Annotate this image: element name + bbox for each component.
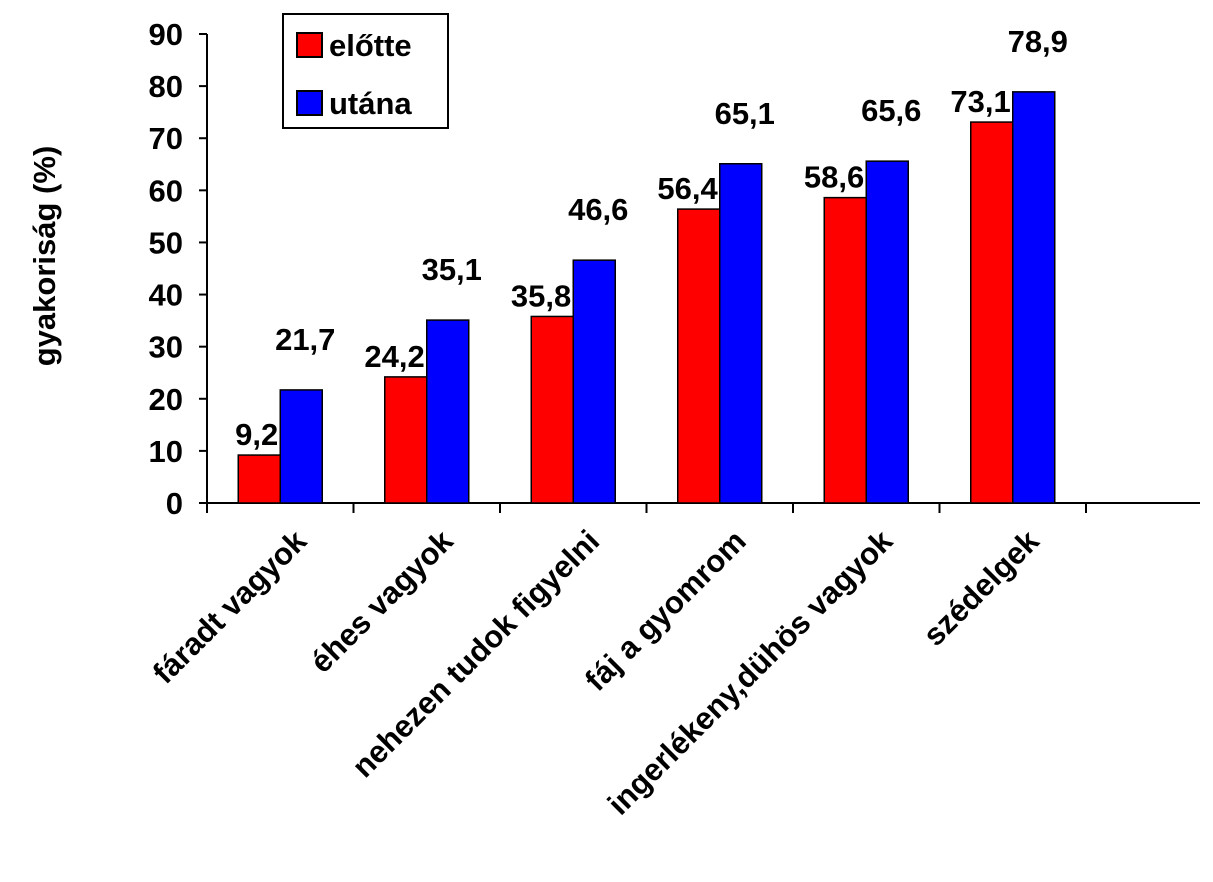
legend-swatch-elotte <box>296 32 323 58</box>
data-label: 73,1 <box>950 84 1010 119</box>
legend-label-utana: utána <box>329 86 412 121</box>
data-label: 78,9 <box>1008 24 1068 59</box>
y-tick-label: 70 <box>149 121 183 156</box>
bar-utana <box>865 160 909 504</box>
legend-label-elotte: előtte <box>329 28 412 63</box>
bar-utana <box>572 259 616 504</box>
y-tick-label: 90 <box>149 17 183 52</box>
category-label: szédelgek <box>916 523 1046 653</box>
y-tick-label: 20 <box>149 382 183 417</box>
bars <box>237 91 1056 504</box>
data-label: 35,8 <box>511 278 571 313</box>
y-tick-label: 60 <box>149 173 183 208</box>
data-label: 21,7 <box>275 322 335 357</box>
bar-utana <box>279 389 323 504</box>
bar-utana <box>1012 91 1056 504</box>
data-label: 46,6 <box>568 192 628 227</box>
data-labels: 9,2 21,7 24,2 35,1 35,8 46,6 56,4 65,1 58,6 65,6 7… <box>235 24 1068 452</box>
y-tick-label: 40 <box>149 278 183 313</box>
bar-elotte <box>384 376 428 504</box>
category-label: ingerlékeny,dühös vagyok <box>601 523 900 822</box>
bar-utana <box>426 319 470 504</box>
bar-elotte <box>677 208 721 504</box>
y-tick-label: 10 <box>149 434 183 469</box>
data-label: 24,2 <box>364 339 424 374</box>
data-label: 56,4 <box>657 171 718 206</box>
bar-utana <box>719 163 763 504</box>
y-axis-title-group: gyakoriság (%) <box>27 146 62 367</box>
y-axis-title: gyakoriság (%) <box>27 146 62 367</box>
legend-swatch-utana <box>296 90 323 116</box>
bar-elotte <box>237 454 281 504</box>
data-label: 9,2 <box>235 417 278 452</box>
category-label: fáradt vagyok <box>146 523 314 691</box>
category-label: nehezen tudok figyelni <box>345 523 606 784</box>
y-tick-label: 0 <box>166 486 183 521</box>
legend: előtte utána <box>282 13 449 129</box>
category-label: éhes vagyok <box>303 523 460 680</box>
bar-elotte <box>823 196 867 504</box>
data-label: 35,1 <box>422 252 482 287</box>
bar-elotte <box>530 315 574 504</box>
y-tick-label: 50 <box>149 225 183 260</box>
data-label: 65,1 <box>715 96 775 131</box>
bar-elotte <box>970 121 1014 504</box>
y-tick-label: 80 <box>149 69 183 104</box>
data-label: 65,6 <box>861 93 921 128</box>
axes: 0 10 20 30 40 50 60 70 80 90 <box>149 17 1200 521</box>
y-tick-label: 30 <box>149 330 183 365</box>
data-label: 58,6 <box>804 160 864 195</box>
